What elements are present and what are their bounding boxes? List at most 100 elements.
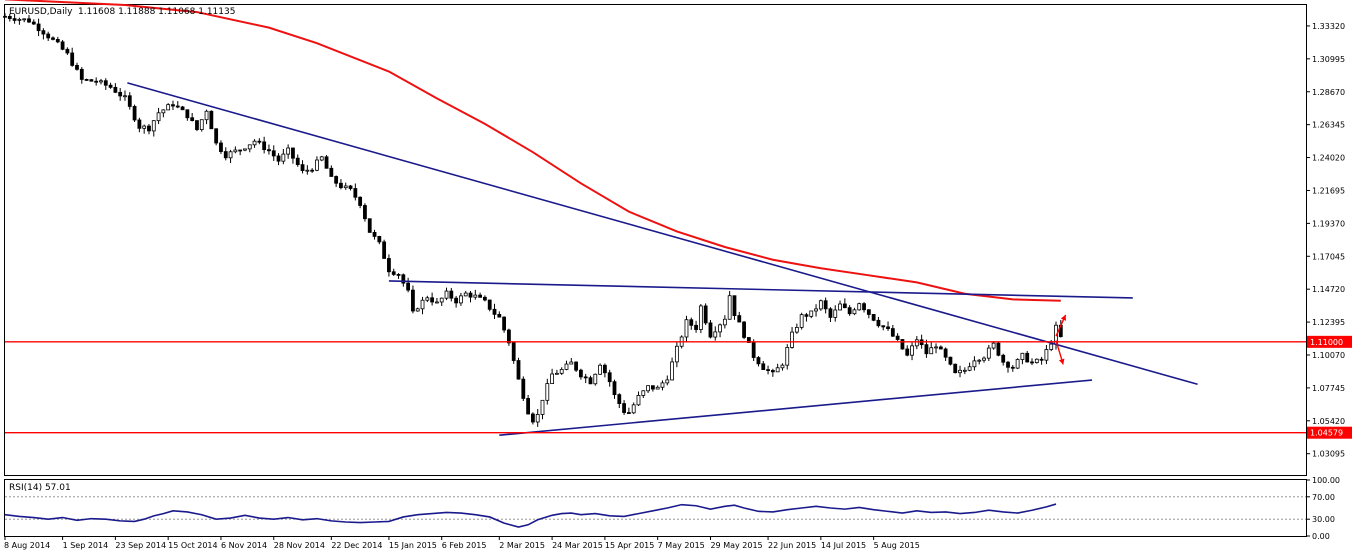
- price-tick-label: 1.17045: [1312, 252, 1345, 261]
- candle-body: [684, 319, 689, 338]
- candle-body: [756, 357, 761, 365]
- candle-body: [895, 335, 900, 340]
- candle-body: [204, 110, 209, 121]
- time-tick-label: 6 Feb 2015: [442, 541, 487, 550]
- candle-body: [972, 360, 977, 368]
- time-tick-label: 22 Dec 2014: [331, 541, 382, 550]
- candle-body: [358, 196, 363, 206]
- candle-body: [7, 15, 12, 20]
- candle-body: [559, 368, 564, 374]
- candle-body: [770, 370, 775, 373]
- candle-body: [617, 394, 622, 404]
- candle-body: [185, 109, 190, 119]
- candle-body: [199, 119, 204, 130]
- rsi-tick-label: 30.00: [1312, 515, 1335, 524]
- candle-body: [113, 86, 118, 93]
- price-tick-label: 1.28670: [1312, 88, 1345, 97]
- time-tick-label: 8 Aug 2014: [4, 541, 50, 550]
- candle-body: [823, 300, 828, 310]
- candle-body: [367, 218, 372, 233]
- candle-body: [598, 364, 602, 375]
- time-tick-label: 22 Jun 2015: [768, 541, 816, 550]
- up-arrow-head: [1060, 314, 1067, 321]
- candle-body: [790, 331, 794, 348]
- candle-body: [108, 84, 113, 88]
- candle-body: [1049, 343, 1054, 350]
- price-tick-label: 1.14720: [1312, 285, 1345, 294]
- candle-body: [631, 404, 636, 414]
- candle-body: [171, 104, 175, 107]
- candle-body: [977, 359, 982, 362]
- moving-average-line: [4, 0, 1061, 302]
- candle-body: [41, 30, 46, 35]
- candle-body: [890, 328, 895, 337]
- candle-body: [842, 303, 847, 309]
- candle-body: [722, 318, 727, 326]
- candle-body: [531, 413, 535, 423]
- candle-body: [516, 360, 521, 380]
- candle-body: [137, 119, 142, 129]
- candle-body: [435, 301, 439, 304]
- candle-body: [809, 310, 814, 317]
- candle-body: [487, 299, 492, 310]
- candle-body: [70, 52, 75, 66]
- candle-body: [713, 331, 718, 338]
- time-axis: 8 Aug 2014 1 Sep 2014 23 Sep 2014 15 Oct 20…: [4, 536, 920, 550]
- candle-body: [948, 356, 953, 365]
- candle-body: [574, 361, 578, 371]
- time-tick-label: 29 May 2015: [710, 541, 762, 550]
- symbol-label: EURUSD,Daily: [9, 7, 73, 17]
- candle-body: [247, 144, 252, 150]
- candle-body: [535, 414, 540, 423]
- price-axis: 1.33320 1.30995 1.28670 1.26345 1.24020 1.216…: [1306, 22, 1345, 459]
- candle-body: [444, 290, 449, 299]
- candle-body: [252, 140, 257, 146]
- candle-body: [655, 386, 660, 390]
- candle-body: [1034, 358, 1039, 364]
- candle-body: [31, 21, 36, 25]
- candle-body: [578, 369, 583, 378]
- candle-body: [305, 169, 310, 172]
- candle-body: [497, 313, 502, 318]
- candle-body: [238, 149, 243, 152]
- candle-body: [665, 379, 670, 384]
- candle-body: [718, 324, 722, 333]
- candle-body: [924, 344, 929, 355]
- arrows-layer: [1055, 314, 1067, 365]
- candle-body: [958, 369, 962, 374]
- candle-body: [862, 303, 866, 311]
- candle-body: [708, 322, 713, 338]
- candle-body: [65, 48, 70, 54]
- trendline-rising-support: [499, 379, 1093, 437]
- candle-body: [396, 274, 401, 276]
- price-tick-label: 1.30995: [1312, 55, 1345, 64]
- candle-body: [833, 309, 838, 318]
- candle-body: [703, 305, 708, 324]
- time-tick-label: 6 Nov 2014: [221, 541, 267, 550]
- candle-body: [166, 104, 171, 111]
- candle-body: [411, 289, 415, 312]
- candle-body: [799, 314, 804, 328]
- candle-body: [982, 357, 986, 361]
- candle-body: [986, 347, 991, 359]
- candle-body: [583, 376, 588, 379]
- candle-body: [1006, 361, 1010, 368]
- price-tick-label: 1.33320: [1312, 22, 1345, 31]
- price-tick-label: 1.05420: [1312, 417, 1345, 426]
- candle-body: [257, 140, 262, 143]
- candle-body: [780, 364, 785, 369]
- candle-body: [838, 303, 842, 311]
- candle-body: [670, 361, 674, 381]
- candle-body: [761, 363, 766, 371]
- candle-body: [492, 308, 497, 315]
- candle-body: [151, 120, 156, 132]
- candle-body: [132, 106, 137, 121]
- candle-body: [286, 147, 291, 155]
- candles-layer: [3, 13, 1063, 427]
- candle-body: [276, 155, 281, 162]
- candle-body: [876, 319, 881, 327]
- candle-body: [343, 185, 348, 189]
- candle-body: [483, 296, 487, 301]
- rsi-chart-frame: [4, 479, 1307, 537]
- candle-body: [1044, 349, 1049, 361]
